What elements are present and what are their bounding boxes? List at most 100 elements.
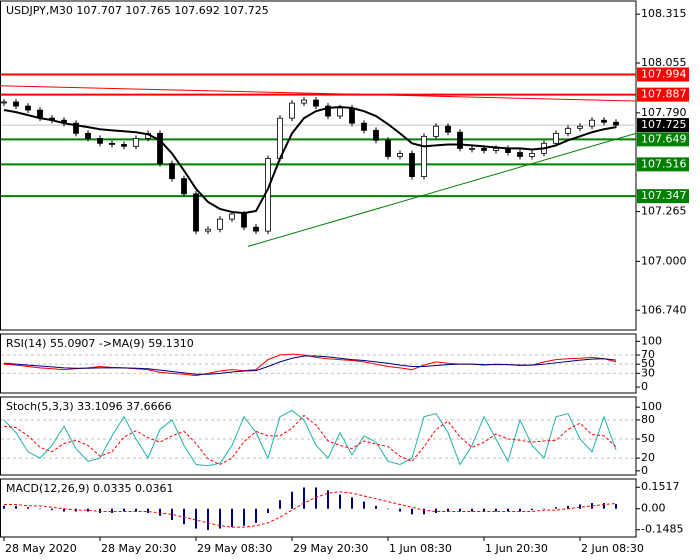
- candle: [529, 153, 535, 157]
- candle: [277, 117, 283, 159]
- moving-average: [3, 106, 617, 215]
- x-tick-label: 28 May 20:30: [101, 542, 176, 555]
- histogram-bar: [243, 508, 245, 526]
- y-tick-label: 50: [641, 432, 655, 445]
- candle: [445, 125, 451, 133]
- indicator-line: [3, 409, 617, 467]
- histogram-bar: [519, 508, 521, 512]
- candle: [301, 99, 307, 104]
- panel-title: Stoch(5,3,3) 33.1096 37.6666: [6, 400, 172, 413]
- indicator-line: [3, 414, 617, 466]
- candle: [601, 119, 607, 123]
- y-tick-label: 70: [641, 348, 655, 361]
- candle: [97, 138, 103, 144]
- level-label-box: [637, 157, 689, 172]
- level-label: 107.347: [641, 189, 687, 202]
- histogram-bar: [291, 491, 293, 509]
- histogram-bar: [459, 508, 461, 512]
- x-tick-label: 1 Jun 20:30: [485, 542, 548, 555]
- candle: [421, 135, 427, 177]
- histogram-bar: [387, 508, 389, 510]
- y-tick-label: 107.000: [641, 254, 687, 267]
- histogram-bar: [315, 487, 317, 509]
- histogram-bar: [483, 508, 485, 512]
- candle: [25, 105, 31, 111]
- y-tick-label: 80: [641, 413, 655, 426]
- histogram-bar: [87, 508, 89, 512]
- histogram-bar: [543, 508, 545, 510]
- candle: [253, 226, 259, 232]
- y-tick-label: 0: [641, 380, 648, 393]
- candle: [577, 125, 583, 129]
- panel-title: MACD(12,26,9) 0.0335 0.0361: [6, 482, 174, 495]
- histogram-bar: [195, 508, 197, 529]
- candle: [217, 218, 223, 230]
- panel-frame: [0, 333, 637, 394]
- candle: [229, 213, 235, 220]
- histogram-bar: [135, 508, 137, 512]
- histogram-bar: [183, 508, 185, 525]
- histogram-bar: [603, 503, 605, 509]
- y-tick-label: 100: [641, 400, 662, 413]
- histogram-bar: [39, 508, 41, 510]
- candle: [181, 178, 187, 195]
- y-tick-label: 100: [641, 334, 662, 347]
- candle: [241, 213, 247, 228]
- y-tick-label: 30: [641, 366, 655, 379]
- histogram-bar: [579, 504, 581, 509]
- level-label-box: [637, 87, 689, 102]
- candle: [193, 193, 199, 232]
- panel-frame: [0, 478, 637, 538]
- histogram-bar: [3, 505, 5, 509]
- y-tick-label: 107.265: [641, 205, 687, 218]
- histogram-bar: [411, 508, 413, 515]
- candle: [613, 121, 619, 126]
- histogram-bar: [495, 508, 497, 512]
- candle: [361, 122, 367, 131]
- y-tick-label: 106.740: [641, 303, 687, 316]
- histogram-bar: [267, 508, 269, 513]
- candle: [373, 129, 379, 141]
- histogram-bar: [123, 508, 125, 512]
- y-tick-label: 107.790: [641, 106, 687, 119]
- histogram-bar: [231, 508, 233, 528]
- x-tick-label: 2 Jun 08:30: [581, 542, 644, 555]
- trend-line: [247, 132, 637, 247]
- panel-frame: [0, 396, 637, 476]
- trend-line: [0, 85, 637, 102]
- histogram-bar: [279, 500, 281, 509]
- x-tick-label: 1 Jun 08:30: [389, 542, 452, 555]
- histogram-bar: [147, 508, 149, 513]
- histogram-bar: [171, 508, 173, 521]
- level-label-box: [637, 132, 689, 147]
- current-price-label: 107.725: [641, 118, 687, 131]
- candle: [469, 147, 475, 150]
- histogram-bar: [567, 505, 569, 509]
- candle: [265, 158, 271, 232]
- level-label-box: [637, 189, 689, 204]
- histogram-bar: [339, 494, 341, 509]
- candle: [121, 144, 127, 147]
- histogram-bar: [219, 508, 221, 529]
- indicator-line: [3, 355, 617, 375]
- histogram-bar: [363, 501, 365, 509]
- y-tick-label: 0.1517: [641, 480, 680, 493]
- indicator-line: [4, 491, 617, 528]
- level-label-box: [637, 67, 689, 82]
- x-tick-label: 29 May 08:30: [197, 542, 272, 555]
- histogram-bar: [447, 508, 449, 512]
- histogram-bar: [63, 508, 65, 512]
- y-tick-label: -0.1485: [641, 523, 683, 536]
- histogram-bar: [471, 508, 473, 512]
- candle: [337, 107, 343, 117]
- candle: [325, 105, 331, 117]
- x-tick-label: 29 May 20:30: [293, 542, 368, 555]
- candle: [205, 228, 211, 232]
- y-tick-label: 20: [641, 451, 655, 464]
- histogram-bar: [507, 508, 509, 512]
- level-label: 107.516: [641, 157, 687, 170]
- histogram-bar: [399, 508, 401, 512]
- candle: [133, 138, 139, 147]
- candle: [553, 132, 559, 144]
